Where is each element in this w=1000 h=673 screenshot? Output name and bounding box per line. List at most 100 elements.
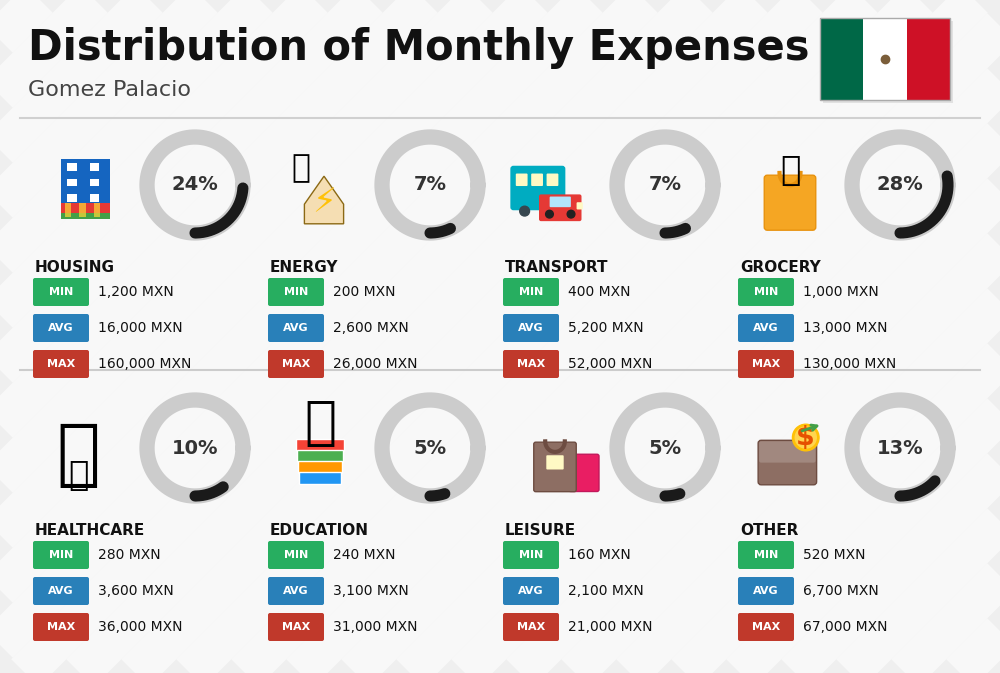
- FancyBboxPatch shape: [577, 202, 583, 209]
- Text: 130,000 MXN: 130,000 MXN: [803, 357, 896, 371]
- Polygon shape: [304, 176, 344, 224]
- Text: 24%: 24%: [172, 176, 218, 194]
- Text: MIN: MIN: [519, 550, 543, 560]
- Text: 🥬: 🥬: [780, 154, 800, 187]
- Text: ENERGY: ENERGY: [270, 260, 338, 275]
- Text: 🔌: 🔌: [291, 153, 310, 184]
- Text: 10%: 10%: [172, 439, 218, 458]
- Text: 5,200 MXN: 5,200 MXN: [568, 321, 644, 335]
- Circle shape: [795, 427, 816, 448]
- Text: 2,600 MXN: 2,600 MXN: [333, 321, 409, 335]
- FancyBboxPatch shape: [90, 178, 99, 186]
- FancyBboxPatch shape: [60, 213, 110, 219]
- Text: MAX: MAX: [47, 622, 75, 632]
- FancyBboxPatch shape: [738, 541, 794, 569]
- FancyBboxPatch shape: [33, 278, 89, 306]
- Text: MIN: MIN: [49, 287, 73, 297]
- Circle shape: [520, 206, 530, 216]
- FancyBboxPatch shape: [268, 577, 324, 605]
- Text: AVG: AVG: [518, 323, 544, 333]
- FancyBboxPatch shape: [764, 175, 816, 230]
- Text: 7%: 7%: [648, 176, 682, 194]
- Text: 28%: 28%: [877, 176, 923, 194]
- Text: 3,100 MXN: 3,100 MXN: [333, 584, 409, 598]
- FancyBboxPatch shape: [67, 178, 77, 186]
- Text: 240 MXN: 240 MXN: [333, 548, 396, 562]
- FancyBboxPatch shape: [33, 541, 89, 569]
- Text: AVG: AVG: [48, 586, 74, 596]
- Text: MAX: MAX: [517, 359, 545, 369]
- Text: MAX: MAX: [282, 622, 310, 632]
- Text: EDUCATION: EDUCATION: [270, 523, 369, 538]
- Text: 160 MXN: 160 MXN: [568, 548, 631, 562]
- FancyBboxPatch shape: [33, 350, 89, 378]
- FancyBboxPatch shape: [547, 174, 558, 186]
- Text: 21,000 MXN: 21,000 MXN: [568, 620, 652, 634]
- Text: MAX: MAX: [282, 359, 310, 369]
- Text: 🤲: 🤲: [68, 459, 88, 492]
- FancyBboxPatch shape: [569, 454, 599, 491]
- Text: 13%: 13%: [877, 439, 923, 458]
- FancyBboxPatch shape: [268, 278, 324, 306]
- Text: MAX: MAX: [752, 622, 780, 632]
- FancyBboxPatch shape: [90, 194, 99, 202]
- Text: 🎓: 🎓: [304, 397, 336, 449]
- Text: AVG: AVG: [283, 586, 309, 596]
- FancyBboxPatch shape: [268, 350, 324, 378]
- Text: MIN: MIN: [754, 550, 778, 560]
- Text: 36,000 MXN: 36,000 MXN: [98, 620, 182, 634]
- FancyBboxPatch shape: [297, 450, 343, 462]
- Circle shape: [567, 210, 575, 218]
- Text: MAX: MAX: [517, 622, 545, 632]
- FancyBboxPatch shape: [907, 18, 950, 100]
- Text: MIN: MIN: [754, 287, 778, 297]
- FancyBboxPatch shape: [758, 440, 817, 485]
- Text: 13,000 MXN: 13,000 MXN: [803, 321, 888, 335]
- FancyBboxPatch shape: [67, 163, 77, 170]
- Text: ⚡: ⚡: [312, 186, 336, 219]
- Text: AVG: AVG: [753, 323, 779, 333]
- Circle shape: [545, 206, 555, 216]
- FancyBboxPatch shape: [268, 613, 324, 641]
- Text: 160,000 MXN: 160,000 MXN: [98, 357, 191, 371]
- FancyBboxPatch shape: [534, 442, 576, 492]
- Circle shape: [546, 210, 553, 218]
- Text: MAX: MAX: [752, 359, 780, 369]
- Text: MIN: MIN: [519, 287, 543, 297]
- FancyBboxPatch shape: [823, 21, 953, 103]
- FancyBboxPatch shape: [503, 613, 559, 641]
- Text: HEALTHCARE: HEALTHCARE: [35, 523, 145, 538]
- FancyBboxPatch shape: [503, 314, 559, 342]
- FancyBboxPatch shape: [531, 174, 543, 186]
- Text: MIN: MIN: [284, 550, 308, 560]
- Text: AVG: AVG: [283, 323, 309, 333]
- Text: 1,200 MXN: 1,200 MXN: [98, 285, 174, 299]
- FancyBboxPatch shape: [33, 613, 89, 641]
- FancyBboxPatch shape: [738, 613, 794, 641]
- FancyBboxPatch shape: [79, 203, 86, 217]
- FancyBboxPatch shape: [539, 194, 582, 221]
- Text: MIN: MIN: [49, 550, 73, 560]
- FancyBboxPatch shape: [759, 441, 816, 462]
- FancyBboxPatch shape: [298, 461, 342, 473]
- FancyBboxPatch shape: [33, 577, 89, 605]
- Text: MIN: MIN: [284, 287, 308, 297]
- FancyBboxPatch shape: [94, 203, 100, 217]
- Text: AVG: AVG: [48, 323, 74, 333]
- FancyBboxPatch shape: [65, 203, 71, 217]
- Text: 200 MXN: 200 MXN: [333, 285, 396, 299]
- FancyBboxPatch shape: [90, 163, 99, 170]
- FancyBboxPatch shape: [738, 577, 794, 605]
- Text: 1,000 MXN: 1,000 MXN: [803, 285, 879, 299]
- Text: AVG: AVG: [518, 586, 544, 596]
- FancyBboxPatch shape: [503, 577, 559, 605]
- Text: Distribution of Monthly Expenses: Distribution of Monthly Expenses: [28, 27, 810, 69]
- Text: TRANSPORT: TRANSPORT: [505, 260, 608, 275]
- Text: AVG: AVG: [753, 586, 779, 596]
- FancyBboxPatch shape: [296, 439, 344, 451]
- FancyBboxPatch shape: [60, 159, 110, 211]
- Text: 16,000 MXN: 16,000 MXN: [98, 321, 183, 335]
- FancyBboxPatch shape: [33, 314, 89, 342]
- Text: 7%: 7%: [414, 176, 446, 194]
- FancyBboxPatch shape: [60, 203, 110, 217]
